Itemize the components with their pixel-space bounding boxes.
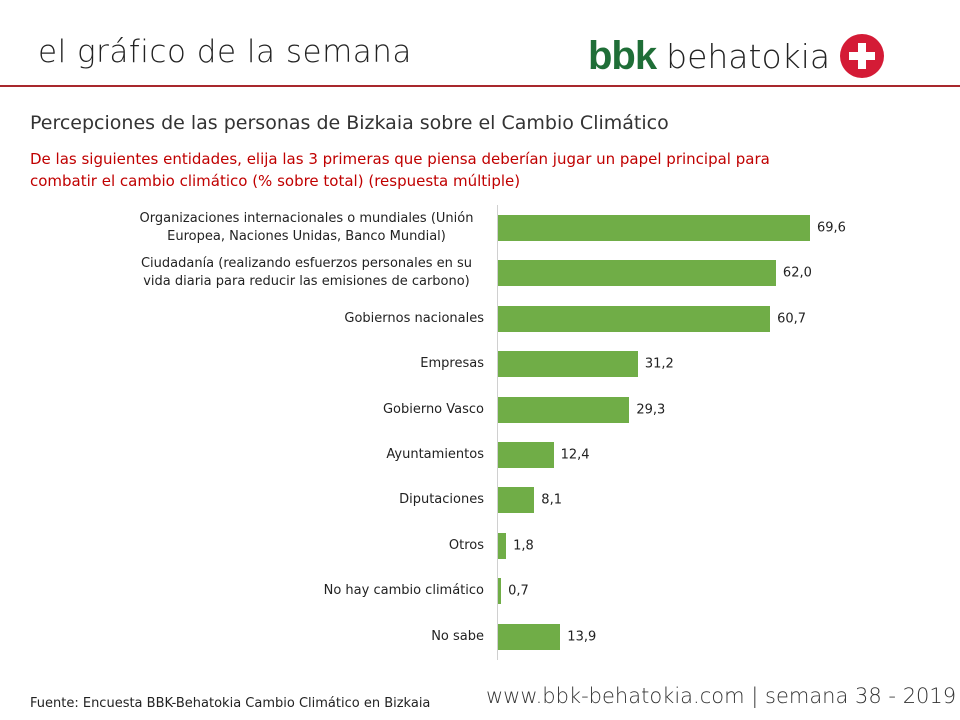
chart-title: Percepciones de las personas de Bizkaia … (30, 112, 669, 134)
header-divider (0, 85, 960, 87)
category-label: Ciudadanía (realizando esfuerzos persona… (140, 256, 473, 290)
chart-subtitle: De las siguientes entidades, elija las 3… (30, 150, 770, 190)
category-label: No hay cambio climático (323, 583, 484, 599)
bar (498, 442, 554, 468)
cross-icon (840, 34, 885, 78)
data-label: 29,3 (636, 402, 666, 418)
category-label: Gobierno Vasco (382, 401, 484, 417)
data-label: 62,0 (782, 265, 812, 281)
category-label: Organizaciones internacionales o mundial… (139, 211, 474, 244)
data-label: 0,7 (508, 583, 529, 599)
category-label: Diputaciones (399, 492, 484, 508)
header-title: el gráfico de la semana (38, 34, 412, 70)
bar (498, 623, 561, 650)
bar (498, 260, 776, 287)
source-note: Fuente: Encuesta BBK-Behatokia Cambio Cl… (30, 696, 431, 711)
category-axis (497, 205, 498, 660)
bar (498, 487, 535, 514)
category-label: Empresas (420, 356, 484, 372)
data-label: 12,4 (560, 447, 590, 463)
data-label: 1,8 (513, 538, 534, 554)
bar (498, 396, 630, 423)
logo-bbk: bbk (588, 33, 657, 78)
bar (498, 578, 502, 605)
data-label: 13,9 (567, 629, 597, 645)
category-label: No sabe (431, 628, 484, 644)
category-label: Ayuntamientos (386, 447, 484, 462)
category-label: Otros (448, 537, 484, 553)
category-label: Gobiernos nacionales (344, 310, 484, 326)
data-label: 31,2 (644, 356, 674, 372)
bar (498, 305, 771, 332)
logo-name: behatokia (666, 36, 831, 76)
bar (498, 351, 638, 378)
data-label: 69,6 (817, 220, 846, 236)
footer-site: www.bbk-behatokia.com | semana 38 - 2019 (486, 684, 957, 708)
bar (498, 215, 810, 241)
data-label: 8,1 (541, 492, 562, 508)
bbk-behatokia-logo: bbk behatokia (588, 33, 885, 78)
data-label: 60,7 (777, 311, 807, 327)
bar (498, 532, 507, 559)
